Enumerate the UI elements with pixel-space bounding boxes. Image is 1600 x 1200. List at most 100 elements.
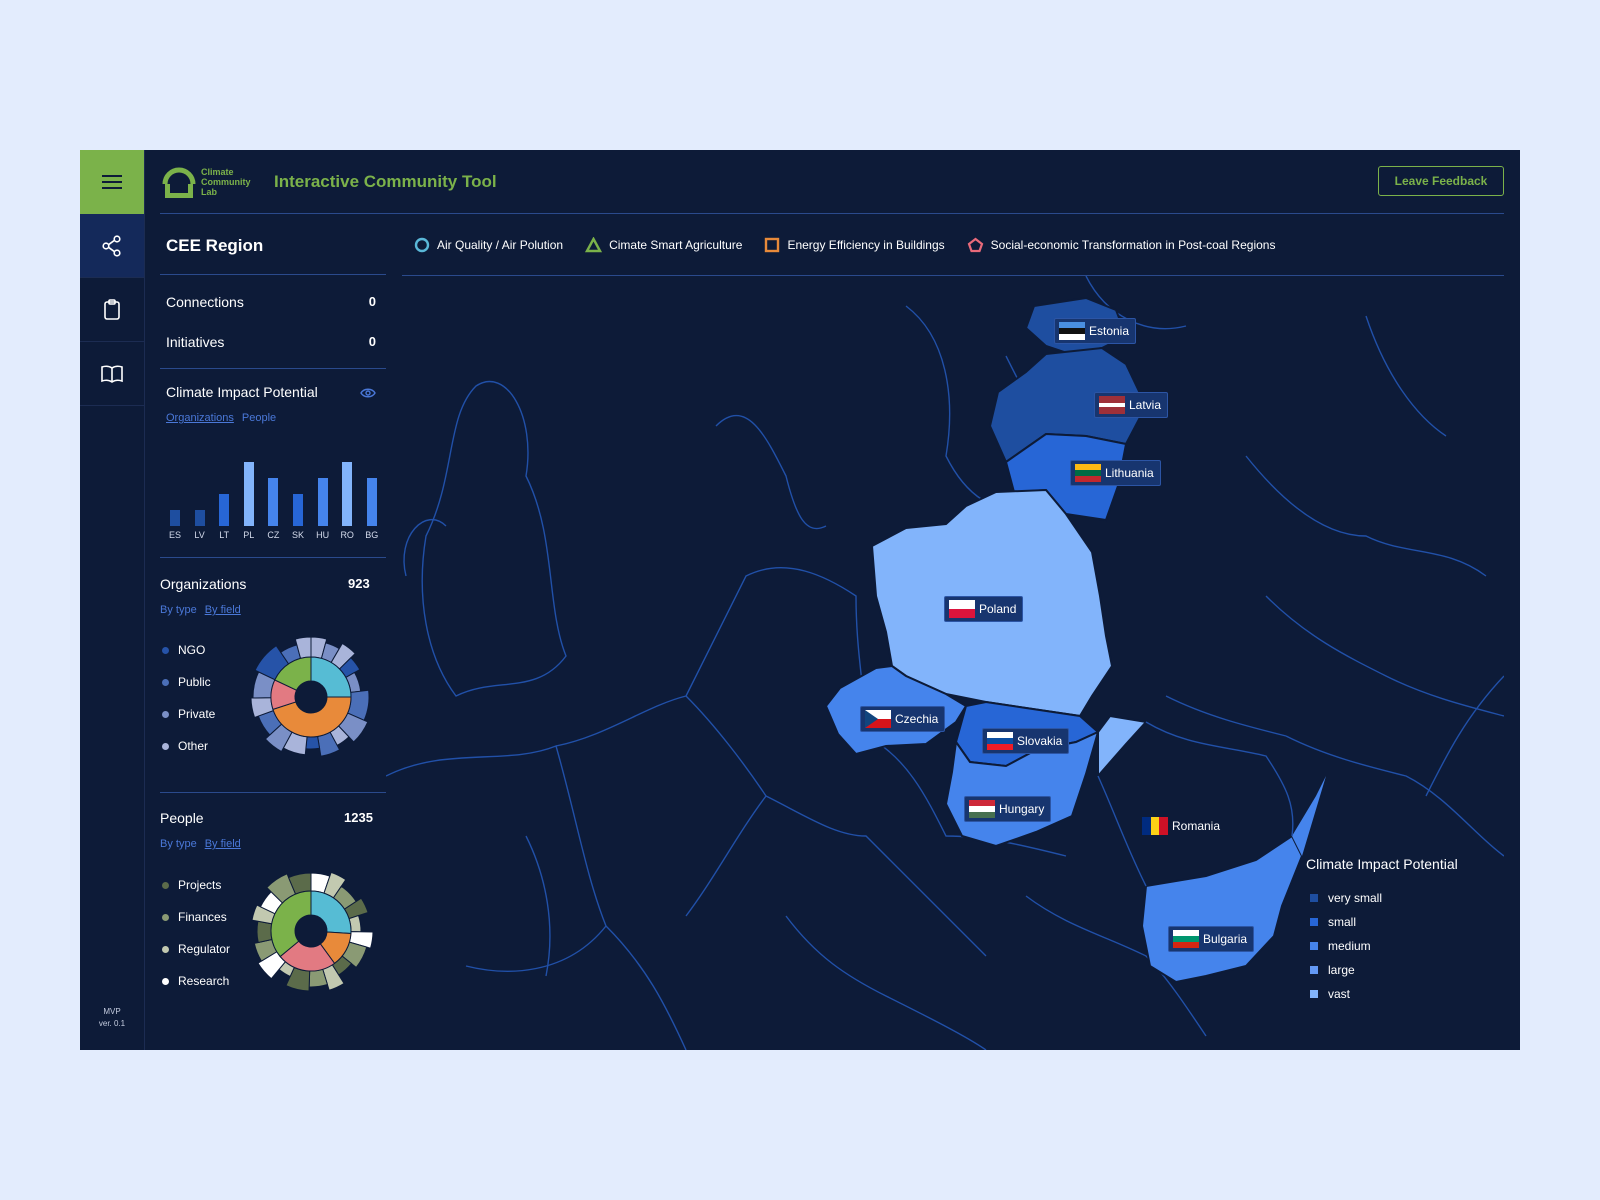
legend-item[interactable]: NGO xyxy=(162,634,215,666)
country-label-hungary[interactable]: Hungary xyxy=(964,796,1052,822)
bar-label: LT xyxy=(219,530,230,540)
bulgaria-region[interactable] xyxy=(1140,834,1304,984)
legend-label: Other xyxy=(178,739,209,753)
tab-by-field[interactable]: By field xyxy=(204,604,241,616)
filter-post-coal[interactable]: Social-economic Transformation in Post-c… xyxy=(967,237,1276,253)
bar-es[interactable] xyxy=(170,510,180,526)
sunburst-inner-segment[interactable] xyxy=(272,696,352,738)
filter-label: Energy Efficiency in Buildings xyxy=(787,237,945,252)
filter-agriculture[interactable]: Cimate Smart Agriculture xyxy=(585,236,743,253)
filter-label: Cimate Smart Agriculture xyxy=(609,237,743,252)
legend-label: Finances xyxy=(178,910,227,924)
menu-button[interactable] xyxy=(80,150,144,214)
header-divider xyxy=(160,213,1504,214)
header: Climate Community Lab Interactive Commun… xyxy=(144,150,1520,214)
filter-label: Social-economic Transformation in Post-c… xyxy=(990,237,1276,252)
nav-network[interactable] xyxy=(80,214,144,278)
country-label-estonia[interactable]: Estonia xyxy=(1054,318,1137,344)
legend-item[interactable]: medium xyxy=(1306,934,1458,958)
country-label-bulgaria[interactable]: Bulgaria xyxy=(1168,926,1255,952)
nav-library[interactable] xyxy=(80,342,144,406)
legend-item[interactable]: Research xyxy=(162,965,230,997)
legend-item[interactable]: very small xyxy=(1306,886,1458,910)
bar-lv[interactable] xyxy=(194,510,205,526)
romania-flag-icon xyxy=(1142,817,1169,835)
left-panel: CEE Region Connections 0 Initiatives 0 C… xyxy=(160,214,386,1050)
people-title: People xyxy=(160,810,204,826)
legend-item[interactable]: Other xyxy=(162,730,215,762)
map-legend-title: Climate Impact Potential xyxy=(1306,856,1458,872)
sunburst-outer-segment[interactable] xyxy=(305,735,321,750)
romania-region[interactable] xyxy=(1097,714,1148,779)
organizations-sunburst-chart[interactable] xyxy=(246,632,376,762)
organizations-legend: NGO Public Private Other xyxy=(162,634,215,762)
legend-item[interactable]: Projects xyxy=(162,869,230,901)
app-title: Interactive Community Tool xyxy=(274,172,497,191)
tab-by-type[interactable]: By type xyxy=(160,604,197,616)
tab-people[interactable]: People xyxy=(241,412,277,424)
bar-hu[interactable] xyxy=(317,478,328,526)
logo-line-3: Lab xyxy=(201,187,218,197)
country-label-czechia[interactable]: Czechia xyxy=(860,706,946,732)
book-icon xyxy=(101,365,123,383)
legend-item[interactable]: large xyxy=(1306,958,1458,982)
legend-label: NGO xyxy=(178,643,206,657)
eye-icon[interactable] xyxy=(360,387,376,399)
bar-label: RO xyxy=(340,530,354,540)
legend-item[interactable]: small xyxy=(1306,910,1458,934)
sunburst-outer-segment[interactable] xyxy=(256,920,273,944)
nav-initiatives[interactable] xyxy=(80,278,144,342)
logo-text: Climate Community Lab xyxy=(201,167,251,197)
connections-row[interactable]: Connections 0 xyxy=(166,294,376,310)
country-name: Hungary xyxy=(999,802,1045,816)
sunburst-inner-segment[interactable] xyxy=(310,890,352,935)
bar-label: CZ xyxy=(267,530,280,540)
logo-line-2: Community xyxy=(201,177,251,187)
estonia-flag-icon xyxy=(1059,322,1085,340)
poland-flag-icon xyxy=(949,600,975,618)
country-label-poland[interactable]: Poland xyxy=(944,596,1024,622)
people-sunburst-chart[interactable] xyxy=(246,866,376,996)
tab-organizations[interactable]: Organizations xyxy=(166,412,234,424)
legend-item[interactable]: Regulator xyxy=(162,933,230,965)
hungary-flag-icon xyxy=(969,800,995,818)
bar-label: HU xyxy=(316,530,330,540)
country-label-romania[interactable]: Romania xyxy=(1138,814,1226,838)
logo[interactable]: Climate Community Lab xyxy=(162,164,251,200)
latvia-region[interactable] xyxy=(988,346,1148,464)
legend-label: medium xyxy=(1328,939,1371,953)
people-legend: Projects Finances Regulator Research xyxy=(162,869,230,997)
legend-label: large xyxy=(1328,963,1355,977)
country-label-latvia[interactable]: Latvia xyxy=(1094,392,1169,418)
sunburst-inner-segment[interactable] xyxy=(270,890,312,958)
legend-label: Research xyxy=(178,974,230,988)
bar-bg[interactable] xyxy=(366,478,377,526)
bar-sk[interactable] xyxy=(293,494,303,526)
bar-cz[interactable] xyxy=(268,478,279,526)
country-name: Romania xyxy=(1172,819,1221,833)
legend-item[interactable]: Public xyxy=(162,666,215,698)
bar-pl[interactable] xyxy=(243,462,254,526)
bar-label: BG xyxy=(365,530,379,540)
version-mvp: MVP xyxy=(103,1007,121,1016)
legend-item[interactable]: Finances xyxy=(162,901,230,933)
country-label-slovakia[interactable]: Slovakia xyxy=(982,728,1070,754)
organizations-title: Organizations xyxy=(160,576,247,592)
initiatives-row[interactable]: Initiatives 0 xyxy=(166,334,376,350)
tab-by-field[interactable]: By field xyxy=(204,838,241,850)
bar-lt[interactable] xyxy=(219,494,230,526)
country-name: Estonia xyxy=(1089,324,1130,338)
legend-label: vast xyxy=(1328,987,1351,1001)
bar-ro[interactable] xyxy=(342,462,353,526)
filter-air-quality[interactable]: Air Quality / Air Polution xyxy=(414,237,563,253)
country-name: Czechia xyxy=(895,712,939,726)
sunburst-inner-segment[interactable] xyxy=(274,656,312,691)
filter-energy-efficiency[interactable]: Energy Efficiency in Buildings xyxy=(764,237,945,253)
lithuania-flag-icon xyxy=(1075,464,1101,482)
tab-by-type[interactable]: By type xyxy=(160,838,197,850)
legend-item[interactable]: Private xyxy=(162,698,215,730)
leave-feedback-button[interactable]: Leave Feedback xyxy=(1378,166,1504,196)
country-label-lithuania[interactable]: Lithuania xyxy=(1070,460,1161,486)
legend-item[interactable]: vast xyxy=(1306,982,1458,1006)
legend-label: Regulator xyxy=(178,942,231,956)
